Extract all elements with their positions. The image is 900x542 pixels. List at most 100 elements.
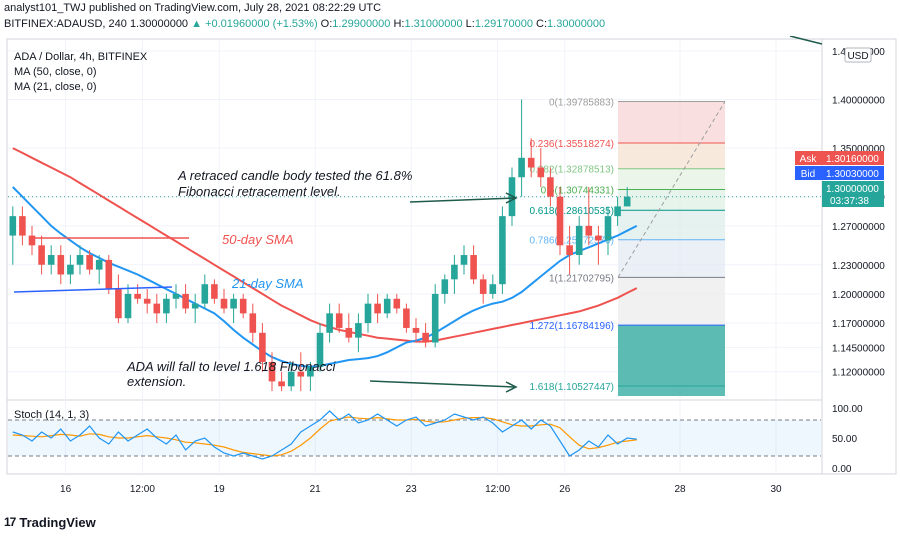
candle bbox=[163, 293, 170, 324]
candle bbox=[67, 255, 74, 285]
fib-zone bbox=[618, 210, 725, 240]
candle bbox=[316, 323, 324, 372]
candle bbox=[499, 206, 506, 294]
fib-level-label: 0.5(1.30744331) bbox=[541, 185, 614, 196]
currency-label: USD bbox=[847, 51, 868, 62]
ohlc-line: BITFINEX:ADAUSD, 240 1.30000000 ▲ +0.019… bbox=[4, 18, 605, 30]
low-value: 1.29170000 bbox=[474, 18, 533, 30]
price-tick-label: 1.17000000 bbox=[832, 319, 885, 330]
candle bbox=[143, 289, 151, 314]
arrow-to-1618 bbox=[369, 380, 518, 393]
high-label: H: bbox=[393, 18, 405, 30]
brand-name: TradingView bbox=[19, 514, 96, 530]
fib-level-label: 0.618(1.28610535) bbox=[529, 206, 614, 217]
low-label: L: bbox=[465, 18, 475, 30]
price-chart[interactable]: 0(1.39785883) 0.236(1.35518274) 0.382(1.32… bbox=[0, 35, 900, 537]
chart-frame[interactable]: 0(1.39785883) 0.236(1.35518274) 0.382(1.32… bbox=[0, 35, 900, 537]
candle bbox=[566, 225, 573, 275]
trend-arrow bbox=[789, 35, 823, 45]
candle bbox=[364, 293, 372, 333]
price-axis[interactable] bbox=[821, 38, 897, 475]
candle bbox=[182, 284, 189, 314]
chart-header: analyst101_TWJ published on TradingView.… bbox=[0, 0, 900, 36]
close-label: C: bbox=[536, 18, 548, 30]
candle bbox=[307, 361, 314, 392]
candle bbox=[451, 255, 458, 294]
stoch-band bbox=[8, 420, 821, 456]
candle bbox=[239, 293, 247, 319]
time-tick-label: 12:00 bbox=[485, 484, 510, 495]
publish-info: analyst101_TWJ published on TradingView.… bbox=[4, 2, 382, 14]
candle bbox=[470, 245, 477, 285]
candle bbox=[518, 99, 525, 197]
fall-text-2: extension. bbox=[127, 374, 186, 389]
time-tick-label: 26 bbox=[559, 484, 571, 495]
candles bbox=[9, 99, 631, 392]
arrow-to-618 bbox=[409, 192, 518, 204]
open-value: 1.29900000 bbox=[332, 18, 391, 30]
candle bbox=[38, 235, 45, 275]
candle bbox=[604, 206, 612, 256]
candle bbox=[220, 289, 228, 314]
candle bbox=[575, 216, 583, 265]
candle bbox=[527, 138, 535, 178]
legend-ma50: MA (50, close, 0) bbox=[14, 66, 97, 78]
open-label: O: bbox=[320, 18, 333, 30]
candle bbox=[355, 313, 362, 353]
fib-zone bbox=[618, 143, 725, 169]
bid-price: 1.30030000 bbox=[826, 169, 879, 180]
fib-level-label: 1.618(1.10527447) bbox=[529, 382, 614, 393]
annotations: 50-day SMA 21-day SMA A retraced candle … bbox=[13, 35, 823, 393]
price-tick-label: 1.35000000 bbox=[832, 144, 885, 155]
time-tick-label: 23 bbox=[406, 484, 418, 495]
price-tick-label: 1.40000000 bbox=[832, 95, 885, 106]
time-tick-label: 16 bbox=[60, 484, 72, 495]
candle bbox=[326, 303, 333, 343]
time-tick-label: 19 bbox=[214, 484, 226, 495]
candle bbox=[489, 274, 497, 299]
candle bbox=[86, 250, 93, 275]
sma21-label: 21-day SMA bbox=[231, 276, 304, 291]
ma50-line bbox=[12, 147, 638, 343]
fib-level-label: 1(1.21702795) bbox=[549, 273, 614, 284]
stochastic bbox=[8, 410, 821, 460]
candle bbox=[614, 196, 621, 226]
time-tick-label: 21 bbox=[310, 484, 322, 495]
price-tick-label: 1.20000000 bbox=[832, 290, 885, 301]
price-tick-label: 1.27000000 bbox=[832, 222, 885, 233]
candle bbox=[460, 245, 468, 275]
candle bbox=[57, 245, 65, 285]
tradingview-logo-icon: 17 bbox=[4, 515, 16, 529]
candle bbox=[441, 274, 449, 304]
candle bbox=[422, 323, 429, 348]
moving-averages bbox=[12, 147, 638, 368]
currency-badge[interactable]: USD bbox=[844, 47, 872, 63]
time-tick-label: 30 bbox=[770, 484, 782, 495]
price-tick-label: 1.23000000 bbox=[832, 261, 885, 272]
candle bbox=[431, 284, 439, 348]
candle bbox=[479, 274, 487, 304]
ma21-line bbox=[12, 186, 638, 368]
stoch-tick-label: 0.00 bbox=[832, 464, 852, 475]
candle bbox=[28, 225, 36, 256]
stoch-k-line bbox=[12, 410, 637, 460]
candle bbox=[623, 186, 631, 207]
candle bbox=[374, 293, 381, 324]
candle bbox=[547, 167, 554, 207]
high-value: 1.31000000 bbox=[404, 18, 463, 30]
fib-zone bbox=[618, 189, 725, 211]
fib-zone bbox=[618, 277, 725, 326]
price-tick-label: 1.14500000 bbox=[832, 343, 885, 354]
candle bbox=[383, 293, 391, 319]
last-price-label: 1.30000000 bbox=[826, 184, 879, 195]
candle bbox=[287, 361, 295, 392]
stoch-tick-label: 50.00 bbox=[832, 434, 857, 445]
time-tick-label: 12:00 bbox=[130, 484, 155, 495]
candle bbox=[9, 206, 17, 265]
fib-zone bbox=[618, 239, 725, 278]
countdown: 03:37:38 bbox=[830, 196, 869, 207]
fibonacci-retracement: 0(1.39785883) 0.236(1.35518274) 0.382(1.32… bbox=[8, 98, 821, 396]
candle bbox=[249, 303, 257, 343]
legend-stoch: Stoch (14, 1, 3) bbox=[14, 409, 89, 421]
price-change: ▲ +0.01960000 (+1.53%) bbox=[191, 18, 318, 30]
